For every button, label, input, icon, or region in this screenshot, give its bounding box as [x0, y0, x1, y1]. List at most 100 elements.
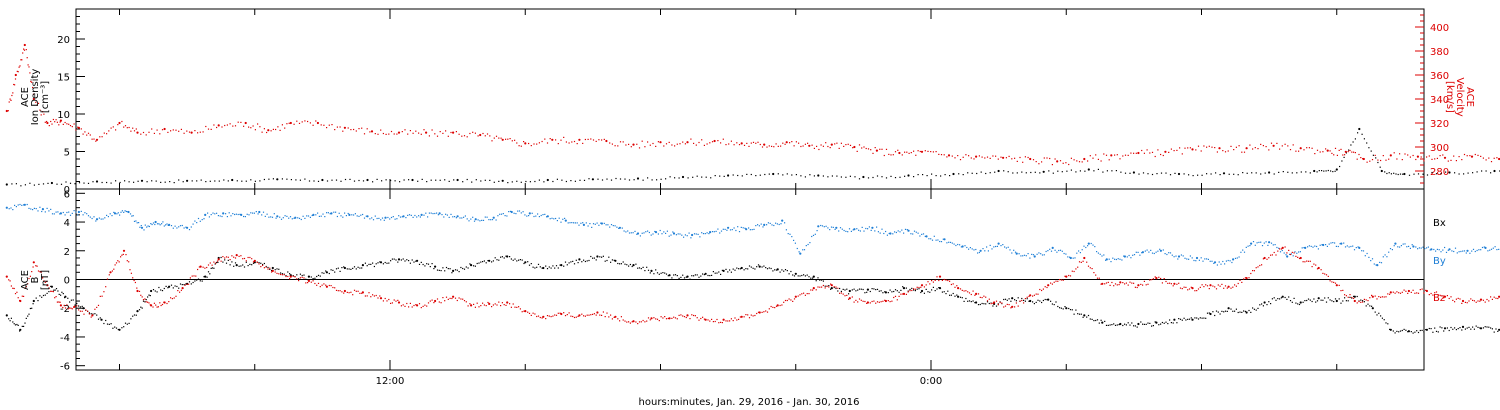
Bz-fill-point [462, 298, 464, 300]
Bz-fill-point [1344, 294, 1346, 296]
Bz-fill-point [348, 292, 350, 294]
density-fill-point [1219, 174, 1221, 176]
Bx-fill-point [337, 267, 339, 269]
By-fill-point [1371, 258, 1374, 260]
Bz-fill-point [1140, 283, 1142, 285]
By-fill-point [1463, 250, 1466, 252]
By-fill-point [1076, 252, 1078, 254]
Bz-fill-point [442, 297, 444, 299]
Bz-fill-point [916, 286, 918, 288]
Bz-point [253, 259, 256, 262]
density-fill-point [42, 183, 45, 185]
Bz-fill-point [87, 310, 89, 312]
density-fill-point [858, 178, 861, 180]
Bz-fill-point [557, 312, 559, 314]
By-fill-point [1498, 248, 1500, 250]
velocity-fill-point [870, 149, 872, 151]
Bx-fill-point [252, 262, 255, 264]
velocity-fill-point [919, 150, 921, 153]
By-fill-point [618, 227, 620, 229]
density-fill-point [615, 177, 617, 180]
Bx-fill-point [382, 263, 384, 265]
density-fill-point [236, 180, 238, 182]
Bx-fill-point [840, 290, 842, 292]
By-fill-point [1469, 252, 1471, 254]
density-fill-point [1417, 173, 1420, 175]
Bz-fill-point [23, 295, 25, 297]
Bx-fill-point [124, 322, 127, 324]
By-fill-point [1097, 252, 1099, 254]
Bx-fill-point [32, 303, 34, 305]
Bz-fill-point [1096, 277, 1099, 279]
By-point [1213, 261, 1217, 264]
Bz-fill-point [1010, 307, 1012, 309]
Bx-fill-point [359, 267, 361, 269]
Bx-fill-point [1167, 323, 1169, 325]
Bz-fill-point [573, 316, 576, 319]
By-fill-point [1330, 242, 1332, 244]
By-fill-point [326, 212, 328, 214]
Bx-fill-point [537, 263, 540, 265]
velocity-fill-point [1447, 160, 1449, 162]
Bx-fill-point [563, 265, 565, 267]
velocity-fill-point [1187, 147, 1189, 149]
Bz-fill-point [1369, 297, 1371, 299]
By-point [636, 232, 640, 235]
By-fill-point [609, 226, 611, 228]
Bx-point [1389, 328, 1392, 331]
velocity-fill-point [1436, 157, 1438, 159]
Bz-fill-point [433, 302, 435, 304]
velocity-fill-point [1292, 144, 1294, 146]
By-fill-point [39, 206, 41, 208]
Bx-fill-point [234, 262, 237, 264]
By-fill-point [858, 229, 860, 231]
Bx-fill-point [233, 265, 235, 267]
Bz-fill-point [509, 303, 511, 305]
Bz-fill-point [664, 316, 666, 318]
By-fill-point [537, 213, 539, 215]
Bx-fill-point [1149, 322, 1151, 324]
Bz-fill-point [191, 275, 193, 277]
By-fill-point [1000, 245, 1002, 247]
By-fill-point [91, 217, 93, 220]
By-fill-point [1420, 247, 1422, 249]
Bz-fill-point [876, 301, 879, 303]
Bx-fill-point [1488, 326, 1490, 328]
Bx-fill-point [114, 326, 116, 328]
By-point [979, 249, 982, 252]
Bx-point [1083, 314, 1086, 317]
Bz-fill-point [860, 299, 862, 301]
density-fill-point [137, 180, 139, 182]
velocity-point [1110, 154, 1113, 157]
density-fill-point [493, 181, 495, 183]
By-fill-point [86, 213, 88, 215]
velocity-fill-point [263, 128, 265, 130]
Bz-fill-point [1089, 267, 1091, 269]
Bx-fill-point [864, 292, 866, 294]
By-fill-point [459, 217, 461, 219]
By-fill-point [499, 213, 501, 215]
Bx-fill-point [1111, 324, 1113, 326]
density-fill-point [1345, 152, 1347, 154]
velocity-fill-point [99, 136, 101, 138]
velocity-fill-point [188, 131, 191, 133]
By-fill-point [300, 218, 302, 221]
density-fill-point [110, 182, 112, 184]
Bx-fill-point [478, 262, 480, 264]
Bx-fill-point [1181, 319, 1183, 321]
velocity-fill-point [874, 147, 876, 149]
Bx-fill-point [1412, 332, 1414, 334]
Bz-fill-point [1322, 272, 1324, 274]
Bx-fill-point [140, 306, 142, 308]
By-point [1123, 255, 1126, 258]
velocity-fill-point [27, 64, 29, 66]
Bx-fill-point [1257, 307, 1259, 309]
velocity-fill-point [361, 127, 363, 129]
velocity-point [1056, 160, 1059, 163]
velocity-fill-point [145, 134, 147, 136]
By-fill-point [1148, 251, 1150, 253]
velocity-point [217, 124, 220, 127]
density-fill-point [516, 180, 518, 182]
Bx-point [307, 275, 310, 278]
By-fill-point [845, 230, 847, 232]
